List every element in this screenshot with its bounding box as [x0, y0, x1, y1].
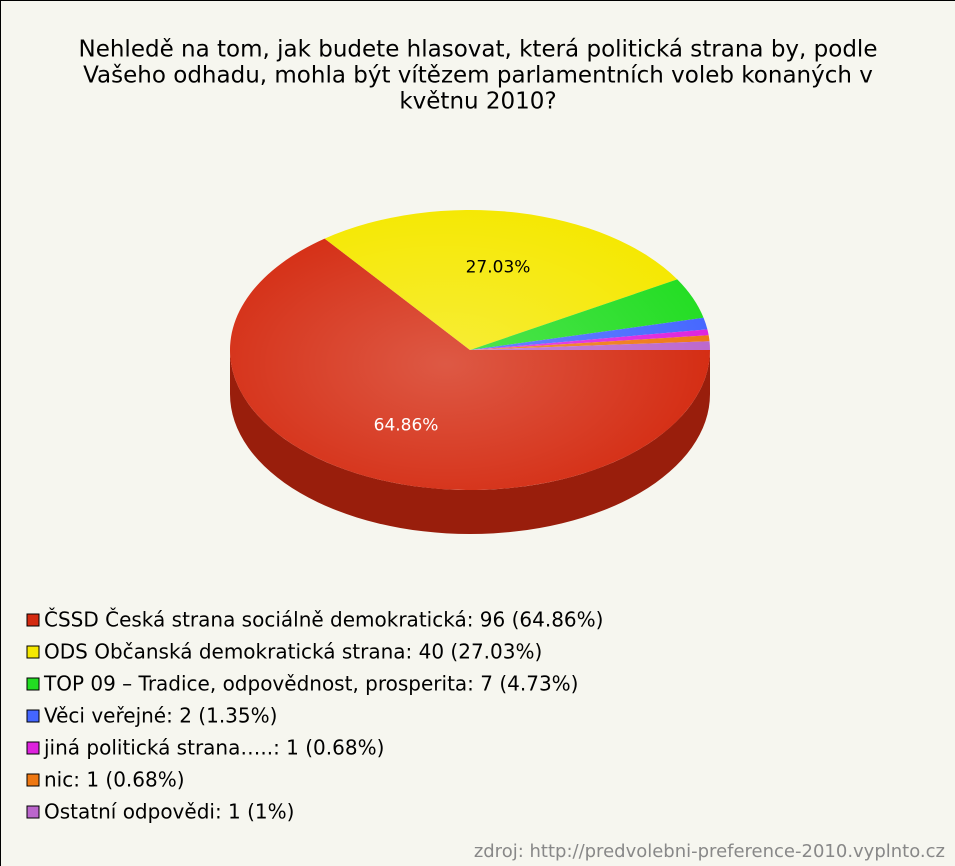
slice-side	[230, 350, 710, 534]
chart-title: Nehledě na tom, jak budete hlasovat, kte…	[79, 37, 878, 115]
legend-swatch	[26, 613, 40, 627]
legend-swatch	[26, 741, 40, 755]
legend-label: Věci veřejné: 2 (1.35%)	[44, 704, 277, 728]
legend-swatch	[26, 773, 40, 787]
title-line: Vašeho odhadu, mohla být vítězem parlame…	[83, 63, 873, 89]
legend-label: TOP 09 – Tradice, odpovědnost, prosperit…	[43, 672, 578, 696]
legend-label: Ostatní odpovědi: 1 (1%)	[44, 800, 294, 824]
legend-swatch	[26, 645, 40, 659]
pie: 64.86% 27.03%	[230, 210, 710, 534]
source: zdroj: http://predvolebni-preference-201…	[474, 841, 945, 862]
legend-label: nic: 1 (0.68%)	[44, 768, 185, 792]
slice-label: 64.86%	[374, 415, 439, 435]
shine	[230, 210, 710, 490]
legend: ČSSD Česká strana sociálně demokratická:…	[26, 608, 603, 824]
legend-label: ČSSD Česká strana sociálně demokratická:…	[44, 608, 603, 632]
slice-label: 27.03%	[466, 258, 531, 278]
legend-swatch	[26, 805, 40, 819]
title-line: květnu 2010?	[399, 89, 556, 115]
legend-label: ODS Občanská demokratická strana: 40 (27…	[44, 640, 542, 664]
legend-swatch	[26, 709, 40, 723]
legend-swatch	[26, 677, 40, 691]
legend-label: jiná politická strana…..: 1 (0.68%)	[43, 736, 384, 760]
title-line: Nehledě na tom, jak budete hlasovat, kte…	[79, 37, 878, 63]
